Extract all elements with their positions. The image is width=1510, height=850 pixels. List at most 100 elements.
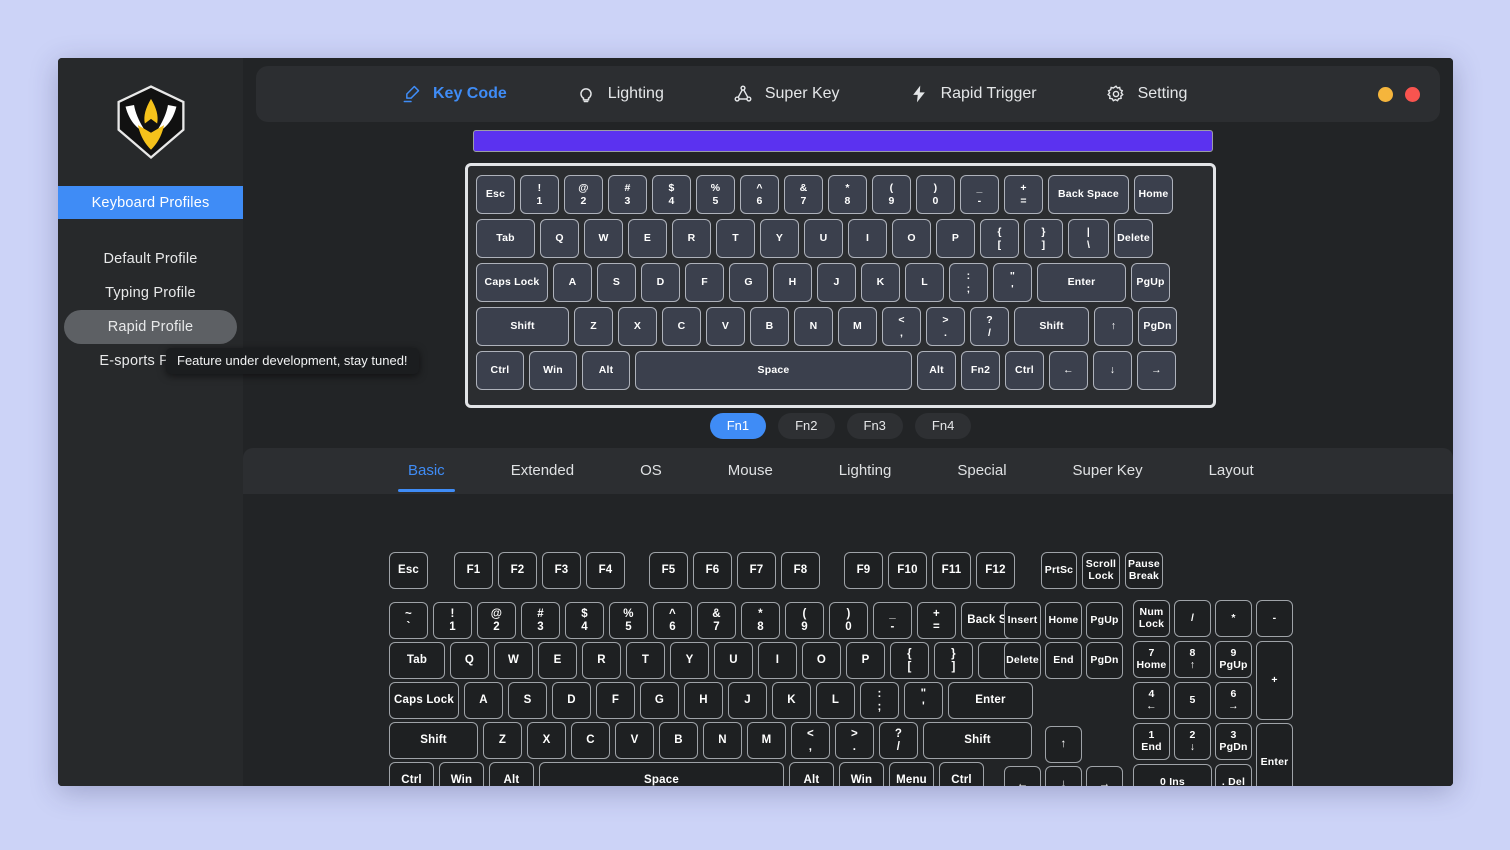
sidebar-item-typing-profile[interactable]: Typing Profile <box>64 276 237 310</box>
picker-key-u[interactable]: U <box>714 642 753 679</box>
tab-super-key[interactable]: Super Key <box>1072 462 1143 479</box>
preview-key-d[interactable]: D <box>641 263 680 302</box>
preview-key-p[interactable]: P <box>936 219 975 258</box>
preview-key-key[interactable]: " ' <box>993 263 1032 302</box>
preview-key-fn2[interactable]: Fn2 <box>961 351 1000 390</box>
picker-key-space[interactable]: Space <box>539 762 784 786</box>
nav-item-lighting[interactable]: Lighting <box>541 83 698 105</box>
preview-key-key[interactable]: ↓ <box>1093 351 1132 390</box>
tab-mouse[interactable]: Mouse <box>727 462 773 479</box>
preview-key-2[interactable]: @2 <box>564 175 603 214</box>
picker-key-2[interactable]: 2 ↓ <box>1174 723 1211 760</box>
preview-key-esc[interactable]: Esc <box>476 175 515 214</box>
sidebar-item-default-profile[interactable]: Default Profile <box>64 242 237 276</box>
picker-key-key[interactable]: - <box>1256 600 1293 637</box>
preview-key-key[interactable]: | \ <box>1068 219 1109 258</box>
picker-key-pgdn[interactable]: PgDn <box>1086 642 1123 679</box>
preview-key-u[interactable]: U <box>804 219 843 258</box>
picker-key-key[interactable]: * <box>1215 600 1252 637</box>
picker-key-l[interactable]: L <box>816 682 855 719</box>
picker-key-del[interactable]: . Del <box>1215 764 1252 786</box>
picker-key-o[interactable]: O <box>802 642 841 679</box>
preview-key-ctrl[interactable]: Ctrl <box>1005 351 1044 390</box>
picker-key-enter[interactable]: Enter <box>948 682 1033 719</box>
preview-key-f[interactable]: F <box>685 263 724 302</box>
preview-key-tab[interactable]: Tab <box>476 219 535 258</box>
picker-key-7-home[interactable]: 7 Home <box>1133 641 1170 678</box>
picker-key-5[interactable]: 5 <box>1174 682 1211 719</box>
picker-key-7[interactable]: & 7 <box>697 602 736 639</box>
fn-layer-fn3[interactable]: Fn3 <box>846 413 903 439</box>
picker-key-ctrl[interactable]: Ctrl <box>939 762 984 786</box>
picker-key-e[interactable]: E <box>538 642 577 679</box>
picker-key-key[interactable]: " ' <box>904 682 943 719</box>
picker-key-f7[interactable]: F7 <box>737 552 776 589</box>
picker-key-f5[interactable]: F5 <box>649 552 688 589</box>
picker-key-i[interactable]: I <box>758 642 797 679</box>
picker-key-1[interactable]: ! 1 <box>433 602 472 639</box>
picker-key-scroll-lock[interactable]: Scroll Lock <box>1082 552 1120 589</box>
preview-key-key[interactable]: ↑ <box>1094 307 1133 346</box>
picker-key-f[interactable]: F <box>596 682 635 719</box>
preview-key-enter[interactable]: Enter <box>1037 263 1126 302</box>
picker-key-b[interactable]: B <box>659 722 698 759</box>
preview-key-alt[interactable]: Alt <box>582 351 630 390</box>
picker-key-alt[interactable]: Alt <box>789 762 834 786</box>
preview-key-r[interactable]: R <box>672 219 711 258</box>
picker-key-d[interactable]: D <box>552 682 591 719</box>
preview-key-8[interactable]: * 8 <box>828 175 867 214</box>
picker-key-p[interactable]: P <box>846 642 885 679</box>
picker-key-key[interactable]: ↓ <box>1045 766 1082 786</box>
preview-key-w[interactable]: W <box>584 219 623 258</box>
picker-key-t[interactable]: T <box>626 642 665 679</box>
picker-key-0-ins[interactable]: 0 Ins <box>1133 764 1212 786</box>
preview-key-caps-lock[interactable]: Caps Lock <box>476 263 548 302</box>
preview-key-z[interactable]: Z <box>574 307 613 346</box>
tab-lighting[interactable]: Lighting <box>838 462 892 479</box>
picker-key-shift[interactable]: Shift <box>923 722 1032 759</box>
preview-key-key[interactable]: ? / <box>970 307 1009 346</box>
picker-key-6[interactable]: ^ 6 <box>653 602 692 639</box>
picker-key-c[interactable]: C <box>571 722 610 759</box>
picker-key-end[interactable]: End <box>1045 642 1082 679</box>
picker-key-home[interactable]: Home <box>1045 602 1082 639</box>
picker-key-x[interactable]: X <box>527 722 566 759</box>
preview-key-key[interactable]: + = <box>1004 175 1043 214</box>
picker-key-4[interactable]: $4 <box>565 602 604 639</box>
preview-key-n[interactable]: N <box>794 307 833 346</box>
picker-key-h[interactable]: H <box>684 682 723 719</box>
preview-key-h[interactable]: H <box>773 263 812 302</box>
picker-key-3-pgdn[interactable]: 3 PgDn <box>1215 723 1252 760</box>
picker-key-9-pgup[interactable]: 9 PgUp <box>1215 641 1252 678</box>
preview-key-key[interactable]: }] <box>1024 219 1063 258</box>
picker-key-y[interactable]: Y <box>670 642 709 679</box>
nav-item-key-code[interactable]: Key Code <box>366 83 541 105</box>
picker-key-j[interactable]: J <box>728 682 767 719</box>
picker-key-2[interactable]: @2 <box>477 602 516 639</box>
picker-key-s[interactable]: S <box>508 682 547 719</box>
picker-key-ctrl[interactable]: Ctrl <box>389 762 434 786</box>
picker-key-8[interactable]: * 8 <box>741 602 780 639</box>
picker-key-5[interactable]: % 5 <box>609 602 648 639</box>
preview-key-x[interactable]: X <box>618 307 657 346</box>
picker-key-q[interactable]: Q <box>450 642 489 679</box>
picker-key-win[interactable]: Win <box>439 762 484 786</box>
preview-key-ctrl[interactable]: Ctrl <box>476 351 524 390</box>
preview-key-key[interactable]: _ - <box>960 175 999 214</box>
preview-key-m[interactable]: M <box>838 307 877 346</box>
picker-key-1-end[interactable]: 1 End <box>1133 723 1170 760</box>
picker-key-6[interactable]: 6 → <box>1215 682 1252 719</box>
preview-key-e[interactable]: E <box>628 219 667 258</box>
picker-key-f2[interactable]: F2 <box>498 552 537 589</box>
preview-key-k[interactable]: K <box>861 263 900 302</box>
preview-key-s[interactable]: S <box>597 263 636 302</box>
picker-key-v[interactable]: V <box>615 722 654 759</box>
fn-layer-fn1[interactable]: Fn1 <box>709 413 767 439</box>
preview-key-6[interactable]: ^ 6 <box>740 175 779 214</box>
picker-key-9[interactable]: (9 <box>785 602 824 639</box>
picker-key-key[interactable]: → <box>1086 766 1123 786</box>
preview-key-a[interactable]: A <box>553 263 592 302</box>
picker-key-f8[interactable]: F8 <box>781 552 820 589</box>
picker-key-g[interactable]: G <box>640 682 679 719</box>
picker-key-shift[interactable]: Shift <box>389 722 478 759</box>
